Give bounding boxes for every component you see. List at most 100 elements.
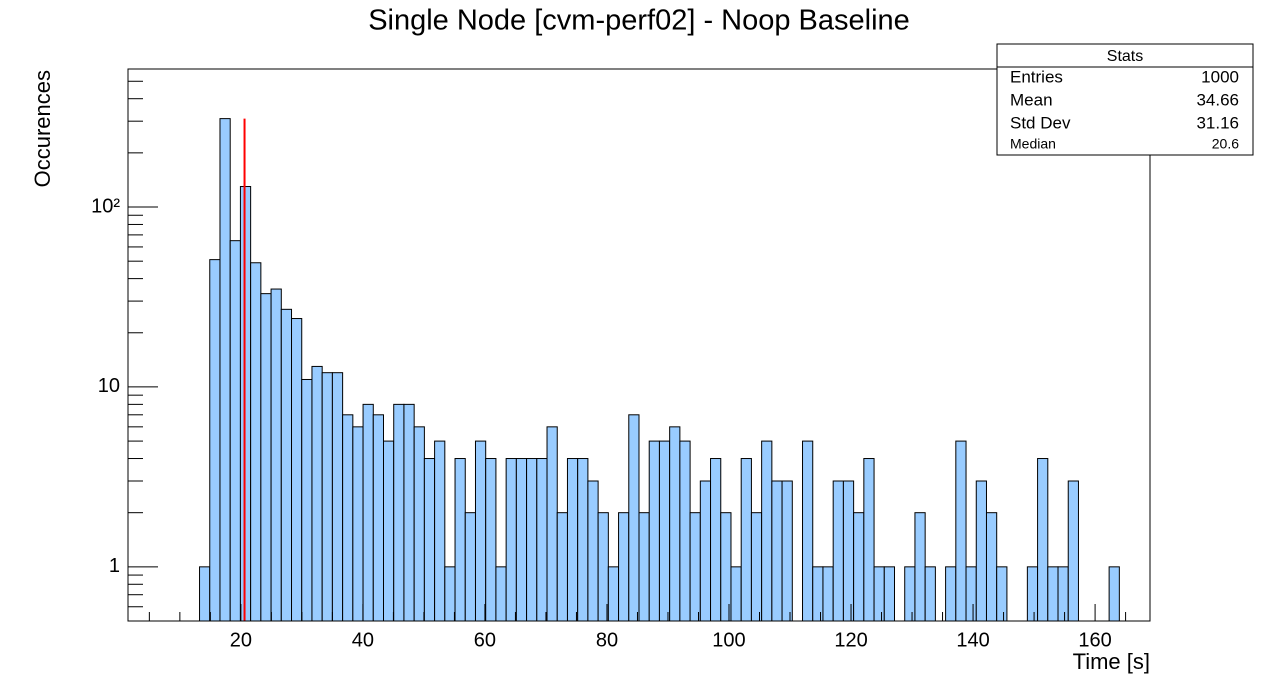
- bar: [526, 458, 538, 622]
- bar: [566, 458, 579, 622]
- x-tick-label: 120: [834, 629, 867, 651]
- bar: [740, 458, 752, 622]
- bar: [311, 365, 323, 622]
- bar: [362, 403, 374, 622]
- bar: [669, 426, 681, 622]
- stats-box: Stats Entries 1000 Mean 34.66 Std Dev 31.16 Me…: [996, 43, 1254, 156]
- bar: [679, 440, 691, 622]
- x-tick-label: 140: [956, 629, 989, 651]
- bar: [904, 566, 916, 622]
- bar: [842, 480, 855, 622]
- bar: [546, 426, 558, 622]
- bar: [403, 403, 415, 622]
- bar: [699, 480, 712, 622]
- bar: [812, 566, 824, 622]
- bar: [1108, 566, 1120, 622]
- bar: [505, 458, 517, 622]
- bar: [873, 566, 885, 622]
- bar: [1037, 458, 1049, 622]
- bar: [945, 566, 957, 622]
- bar: [342, 414, 354, 622]
- bar: [464, 512, 476, 622]
- bar: [883, 566, 896, 622]
- stats-value: 20.6: [1212, 136, 1239, 152]
- bar: [321, 372, 333, 622]
- stats-label: Std Dev: [1010, 113, 1071, 132]
- bar: [556, 512, 568, 622]
- bar: [658, 440, 671, 622]
- bar: [352, 426, 364, 622]
- bar: [495, 566, 507, 622]
- bar: [331, 372, 344, 622]
- x-tick-label: 40: [352, 629, 374, 651]
- x-tick-label: 60: [474, 629, 496, 651]
- bar: [802, 440, 814, 622]
- bar: [209, 259, 221, 622]
- bar: [383, 440, 395, 622]
- bar: [730, 566, 742, 622]
- chart-title: Single Node [cvm-perf02] - Noop Baseline: [368, 5, 910, 37]
- bar: [454, 458, 466, 622]
- bar: [985, 512, 998, 622]
- stats-title: Stats: [1107, 48, 1143, 65]
- stats-value: 34.66: [1196, 90, 1239, 109]
- bar: [965, 566, 977, 622]
- stats-label: Median: [1010, 136, 1056, 152]
- x-tick-label: 100: [712, 629, 745, 651]
- stats-label: Entries: [1010, 67, 1063, 86]
- bar: [781, 480, 793, 622]
- bar: [832, 480, 844, 622]
- bar: [955, 440, 967, 622]
- y-tick-label: 10²: [91, 195, 120, 217]
- bar: [434, 440, 446, 622]
- stats-value: 1000: [1201, 67, 1239, 86]
- bar: [771, 480, 783, 622]
- stats-label: Mean: [1010, 90, 1053, 109]
- bar: [607, 566, 620, 622]
- bar: [485, 458, 497, 622]
- bar: [280, 308, 293, 622]
- y-tick-label: 10: [98, 375, 120, 397]
- bar: [444, 566, 456, 622]
- bar: [199, 566, 211, 622]
- bar: [587, 480, 599, 622]
- bar: [1057, 566, 1069, 622]
- bar: [474, 440, 487, 622]
- bar: [638, 512, 650, 622]
- x-tick-label: 160: [1078, 629, 1111, 651]
- bar: [393, 403, 405, 622]
- y-axis-label: Occurences: [30, 70, 55, 187]
- bar: [1026, 566, 1039, 622]
- stats-value: 31.16: [1196, 113, 1239, 132]
- bar: [270, 288, 282, 622]
- bar: [1067, 480, 1079, 622]
- bar: [914, 512, 926, 622]
- bar: [250, 262, 262, 622]
- bar: [260, 293, 272, 622]
- bar: [301, 378, 313, 622]
- bar: [372, 414, 384, 622]
- bar: [761, 440, 773, 622]
- bar: [689, 512, 701, 622]
- bar: [975, 480, 987, 622]
- bar: [750, 512, 763, 622]
- bar: [413, 426, 425, 622]
- bar: [853, 512, 865, 622]
- bar: [628, 414, 640, 622]
- bar: [648, 440, 660, 622]
- y-tick-label: 1: [109, 555, 120, 577]
- bar: [863, 458, 875, 622]
- x-axis-label: Time [s]: [1073, 649, 1150, 674]
- bar: [710, 458, 722, 622]
- bar: [219, 118, 231, 622]
- bar: [423, 458, 436, 622]
- stats-frame: [996, 43, 1254, 156]
- bar: [924, 566, 936, 622]
- bar: [515, 458, 528, 622]
- x-tick-label: 20: [230, 629, 252, 651]
- bar: [996, 566, 1008, 622]
- bar: [536, 458, 548, 622]
- bar: [1047, 566, 1059, 622]
- bar: [822, 566, 834, 622]
